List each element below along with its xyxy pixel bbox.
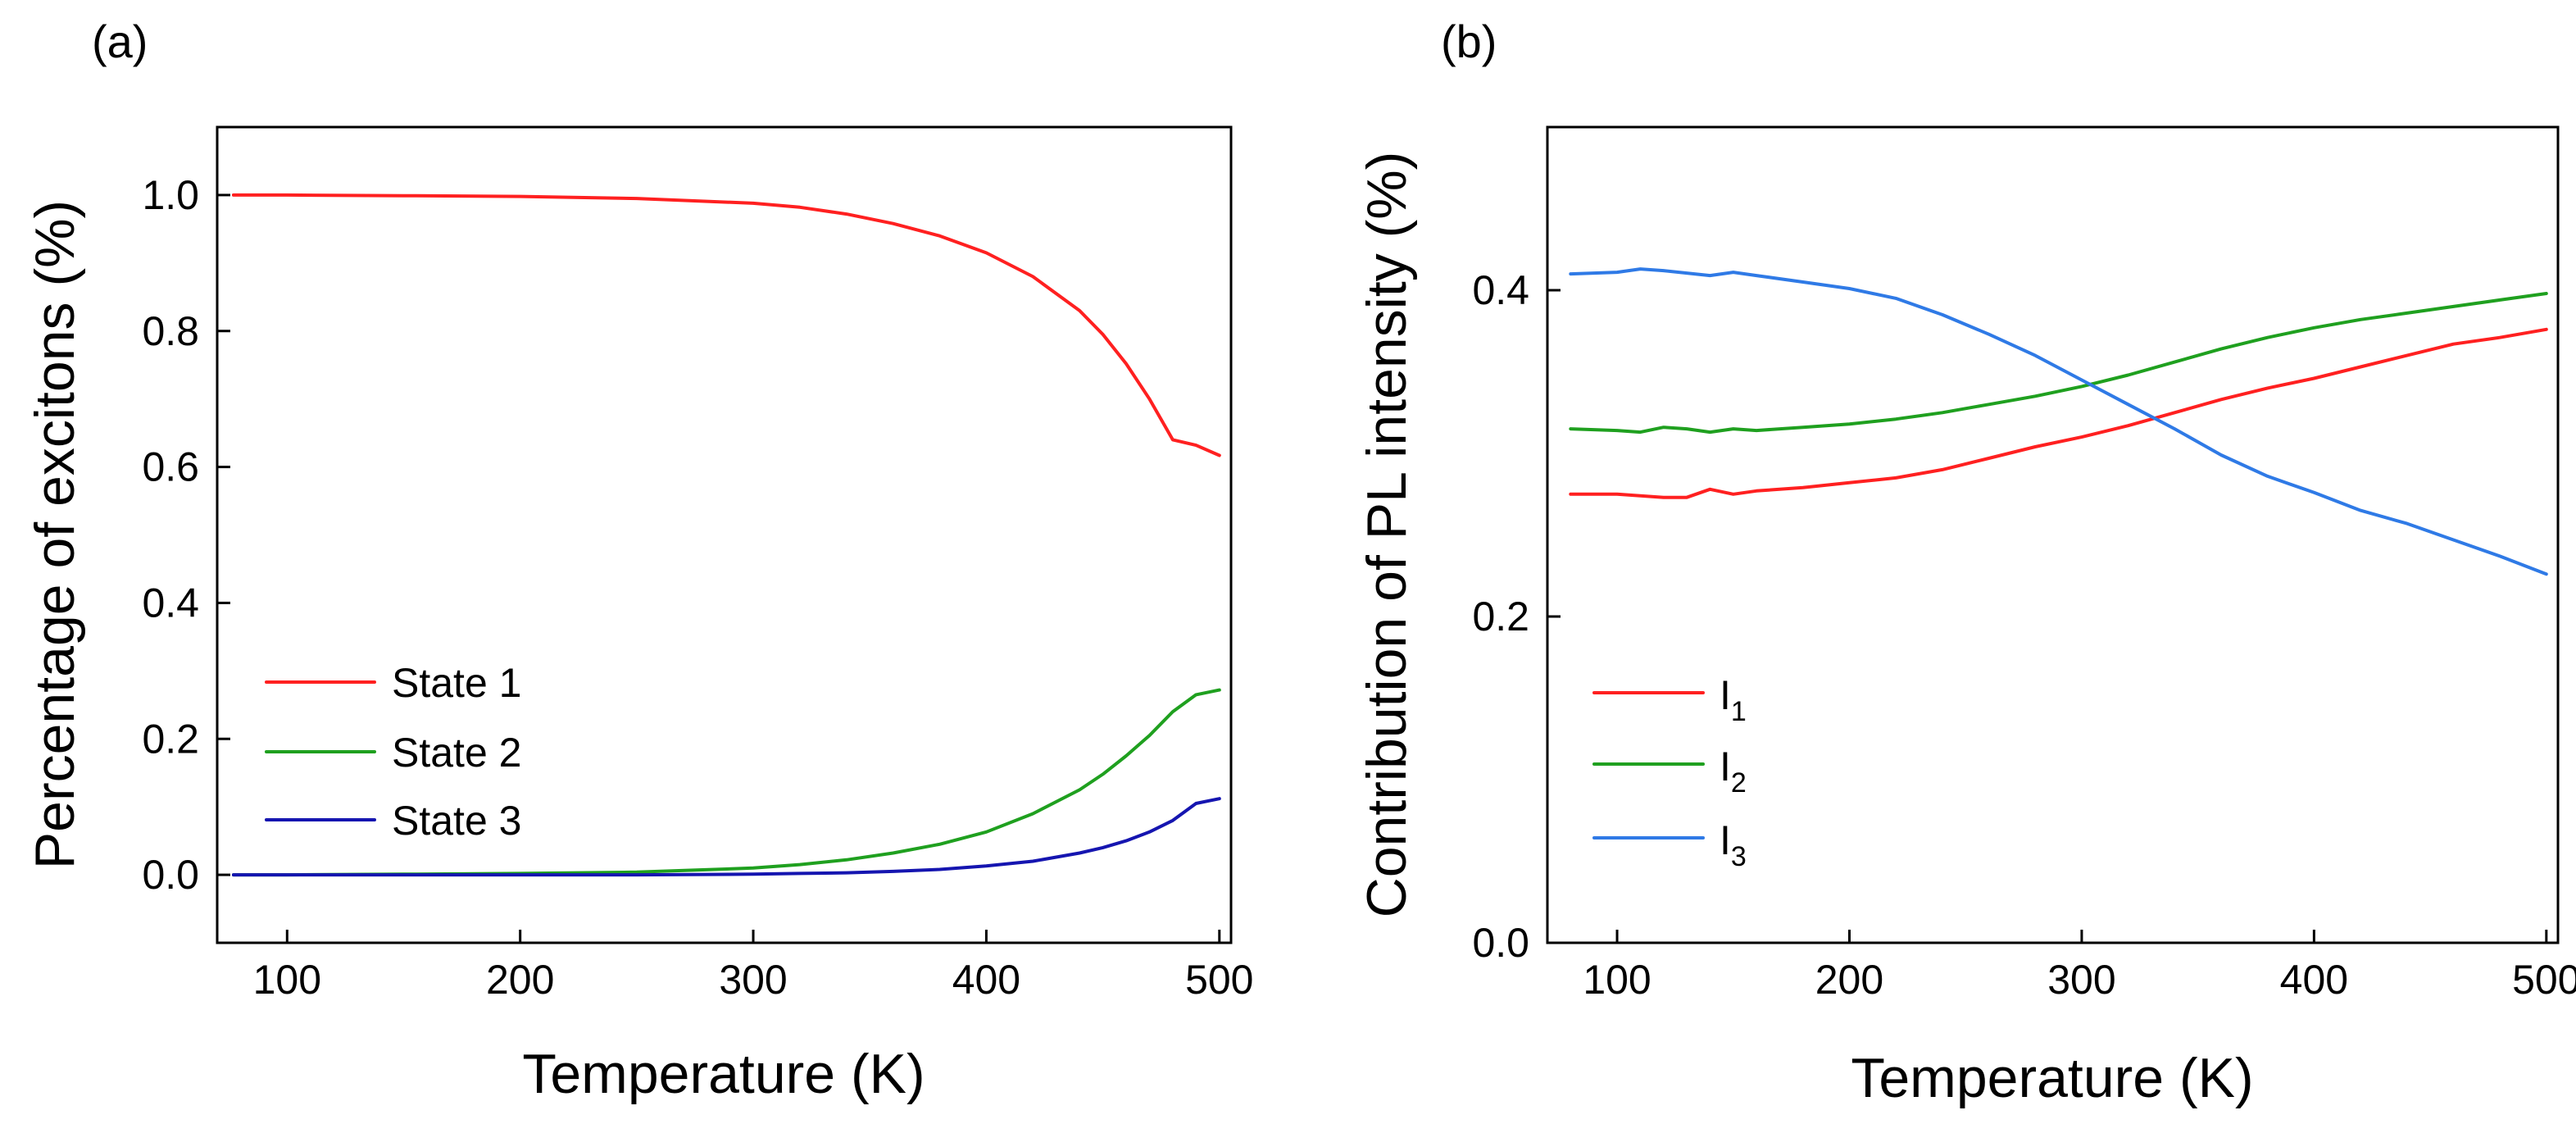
panel-a-x-tick-label: 300 (719, 957, 787, 1003)
panel-a-y-ticks: 0.0 0.2 0.4 0.6 0.8 1.0 (142, 172, 230, 898)
legend-label-i3-subscript: 3 (1731, 841, 1747, 872)
panel-a-series-state-3 (231, 797, 1221, 877)
panel-a-y-tick-label: 0.0 (142, 852, 199, 898)
legend-label-i3-name: I (1720, 817, 1731, 863)
panel-b-series-i3 (1569, 267, 2548, 576)
panel-a: (a) 100 200 300 400 500 0.0 0.2 0.4 0.6 0.8 1.0 T… (24, 16, 1254, 1105)
panel-a-series-state-2 (231, 688, 1221, 877)
panel-b-label: (b) (1441, 16, 1497, 67)
panel-b-series-lines (1569, 267, 2548, 576)
legend-label-i2-subscript: 2 (1731, 767, 1747, 799)
panel-a-x-tick-label: 100 (253, 957, 321, 1003)
panel-a-label: (a) (92, 16, 148, 67)
legend-label-i2: I2 (1720, 744, 1747, 799)
legend-label-i1: I1 (1720, 672, 1747, 727)
legend-label-i1-subscript: 1 (1731, 696, 1747, 727)
panel-a-x-tick-label: 200 (486, 957, 554, 1003)
panel-b-y-ticks: 0.0 0.2 0.4 (1472, 267, 1561, 966)
panel-b-x-tick-label: 300 (2047, 957, 2115, 1003)
panel-b-x-tick-label: 500 (2512, 957, 2576, 1003)
panel-b-y-tick-label: 0.0 (1472, 920, 1529, 966)
legend-label-state-3: State 3 (392, 798, 521, 844)
legend-label-state-1: State 1 (392, 660, 521, 706)
panel-b-series-i1 (1569, 327, 2548, 499)
panel-a-series-lines (231, 193, 1221, 877)
panel-b-legend: I1 I2 I3 (1592, 672, 1747, 872)
panel-a-x-axis-title: Temperature (K) (522, 1043, 925, 1105)
panel-b-y-tick-label: 0.2 (1472, 594, 1529, 639)
panel-a-y-tick-label: 0.8 (142, 308, 199, 354)
panel-a-y-tick-label: 0.4 (142, 580, 199, 626)
panel-b-series-i2 (1569, 292, 2548, 435)
panel-a-legend: State 1 State 2 State 3 (265, 660, 521, 844)
panel-a-x-ticks: 100 200 300 400 500 (253, 930, 1254, 1003)
legend-label-i3: I3 (1720, 817, 1747, 872)
panel-b-plot-frame (1546, 125, 2560, 944)
legend-label-i2-name: I (1720, 744, 1731, 789)
panel-b-x-tick-label: 400 (2280, 957, 2348, 1003)
legend-label-state-2: State 2 (392, 730, 521, 776)
panel-a-y-axis-title: Percentage of excitons (%) (24, 200, 86, 869)
panel-a-x-tick-label: 400 (952, 957, 1020, 1003)
panel-a-x-tick-label: 500 (1185, 957, 1253, 1003)
panel-a-y-tick-label: 1.0 (142, 172, 199, 218)
panel-b-x-tick-label: 200 (1815, 957, 1883, 1003)
panel-a-plot-frame (216, 125, 1233, 944)
panel-a-y-tick-label: 0.6 (142, 444, 199, 490)
panel-b-x-axis-title: Temperature (K) (1851, 1047, 2253, 1109)
panel-b-x-tick-label: 100 (1583, 957, 1651, 1003)
panel-b: (b) 100 200 300 400 500 0.0 0.2 0.4 Temperatur… (1356, 16, 2576, 1109)
panel-b-y-axis-title: Contribution of PL intensity (%) (1356, 152, 1418, 918)
panel-a-y-tick-label: 0.2 (142, 716, 199, 762)
panel-b-y-tick-label: 0.4 (1472, 267, 1529, 313)
legend-label-i1-name: I (1720, 672, 1731, 718)
panel-b-x-ticks: 100 200 300 400 500 (1583, 930, 2576, 1003)
panel-a-series-state-1 (231, 193, 1221, 457)
